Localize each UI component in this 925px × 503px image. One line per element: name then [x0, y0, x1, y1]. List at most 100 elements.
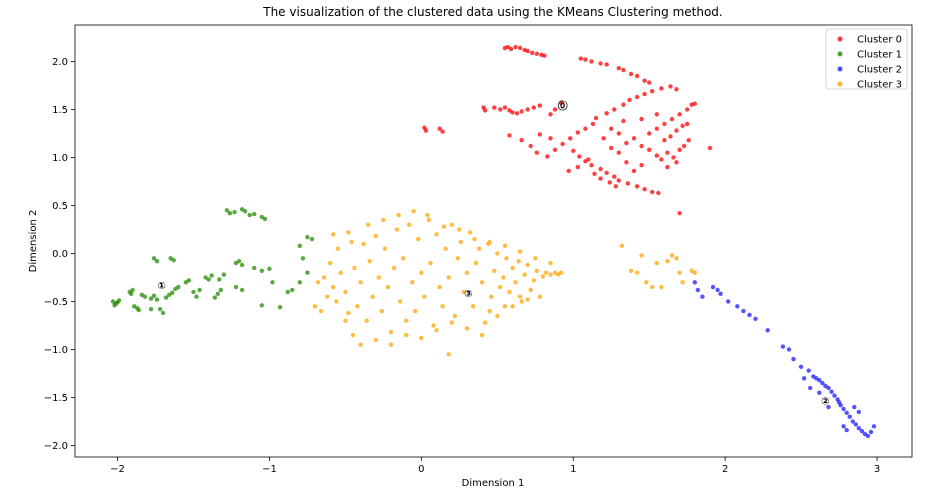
y-tick-label: 0.0: [52, 249, 68, 260]
data-point: [700, 294, 705, 299]
y-tick-label: −1.0: [44, 345, 68, 356]
data-point: [735, 304, 740, 309]
data-point: [397, 299, 403, 304]
data-point: [674, 160, 679, 165]
data-point: [516, 259, 521, 264]
data-point: [659, 284, 664, 290]
data-point: [335, 246, 340, 251]
data-point: [665, 164, 670, 170]
data-point: [148, 296, 154, 301]
data-point: [575, 164, 580, 170]
data-point: [662, 121, 667, 127]
data-point: [680, 123, 685, 128]
data-point: [437, 284, 442, 290]
data-point: [829, 389, 834, 394]
data-point: [517, 45, 523, 51]
data-point: [419, 335, 424, 341]
data-point: [285, 289, 290, 295]
data-point: [233, 284, 239, 290]
data-point: [315, 280, 321, 285]
data-point: [142, 294, 148, 299]
centroid-marker-2: ②: [821, 396, 829, 407]
data-point: [677, 112, 682, 117]
data-point: [571, 148, 576, 153]
data-point: [859, 428, 865, 434]
data-point: [624, 140, 629, 146]
data-point: [224, 208, 230, 213]
data-point: [747, 312, 752, 318]
data-point: [548, 136, 553, 141]
data-point: [625, 181, 631, 186]
data-point: [715, 287, 720, 293]
data-point: [609, 145, 614, 151]
data-point: [598, 61, 603, 66]
series-cluster-3: [312, 209, 697, 357]
data-point: [437, 126, 442, 131]
data-point: [598, 166, 603, 172]
data-point: [552, 147, 558, 152]
data-point: [856, 409, 861, 415]
y-tick-label: 1.0: [52, 153, 68, 164]
data-point: [674, 128, 679, 133]
points-layer: [110, 44, 877, 439]
data-point: [642, 91, 647, 97]
data-point: [586, 157, 591, 162]
y-tick-label: 2.0: [52, 57, 68, 68]
data-point: [852, 404, 857, 410]
data-point: [639, 163, 644, 168]
data-point: [232, 210, 237, 215]
data-point: [826, 385, 831, 391]
data-point: [801, 376, 807, 381]
data-point: [492, 268, 497, 273]
data-point: [631, 168, 637, 174]
data-point: [242, 209, 248, 214]
data-point: [647, 147, 652, 152]
data-point: [634, 270, 640, 275]
data-point: [686, 138, 691, 143]
series-cluster-0: [422, 44, 713, 216]
data-point: [519, 299, 524, 304]
data-point: [868, 429, 874, 435]
data-point: [227, 211, 233, 216]
data-point: [519, 109, 524, 114]
data-point: [578, 56, 583, 61]
data-point: [325, 294, 330, 299]
data-point: [151, 256, 157, 261]
x-tick-label: 3: [874, 464, 880, 475]
data-point: [589, 59, 594, 64]
data-point: [634, 184, 640, 189]
data-point: [627, 97, 632, 103]
data-point: [537, 294, 542, 299]
data-point: [130, 287, 135, 293]
data-point: [685, 121, 690, 127]
data-point: [328, 260, 333, 266]
data-point: [639, 116, 644, 122]
data-point: [431, 323, 436, 328]
data-point: [589, 163, 594, 168]
data-point: [644, 280, 649, 285]
data-point: [583, 57, 588, 62]
data-point: [642, 78, 647, 83]
data-point: [388, 342, 394, 347]
data-point: [277, 305, 283, 310]
data-point: [129, 291, 134, 296]
data-point: [513, 44, 518, 50]
data-point: [176, 284, 181, 290]
data-point: [519, 138, 524, 143]
data-point: [639, 143, 644, 149]
data-point: [616, 150, 621, 155]
data-point: [457, 227, 462, 232]
legend-marker: [837, 36, 843, 42]
y-tick-label: −2.0: [44, 441, 68, 452]
data-point: [780, 344, 786, 349]
legend-label: Cluster 1: [857, 50, 902, 61]
data-point: [601, 136, 606, 141]
legend-label: Cluster 2: [857, 65, 902, 76]
data-point: [423, 128, 429, 133]
data-point: [441, 224, 447, 229]
data-point: [502, 243, 508, 248]
data-point: [808, 385, 813, 391]
data-point: [206, 277, 211, 282]
data-point: [545, 154, 550, 159]
